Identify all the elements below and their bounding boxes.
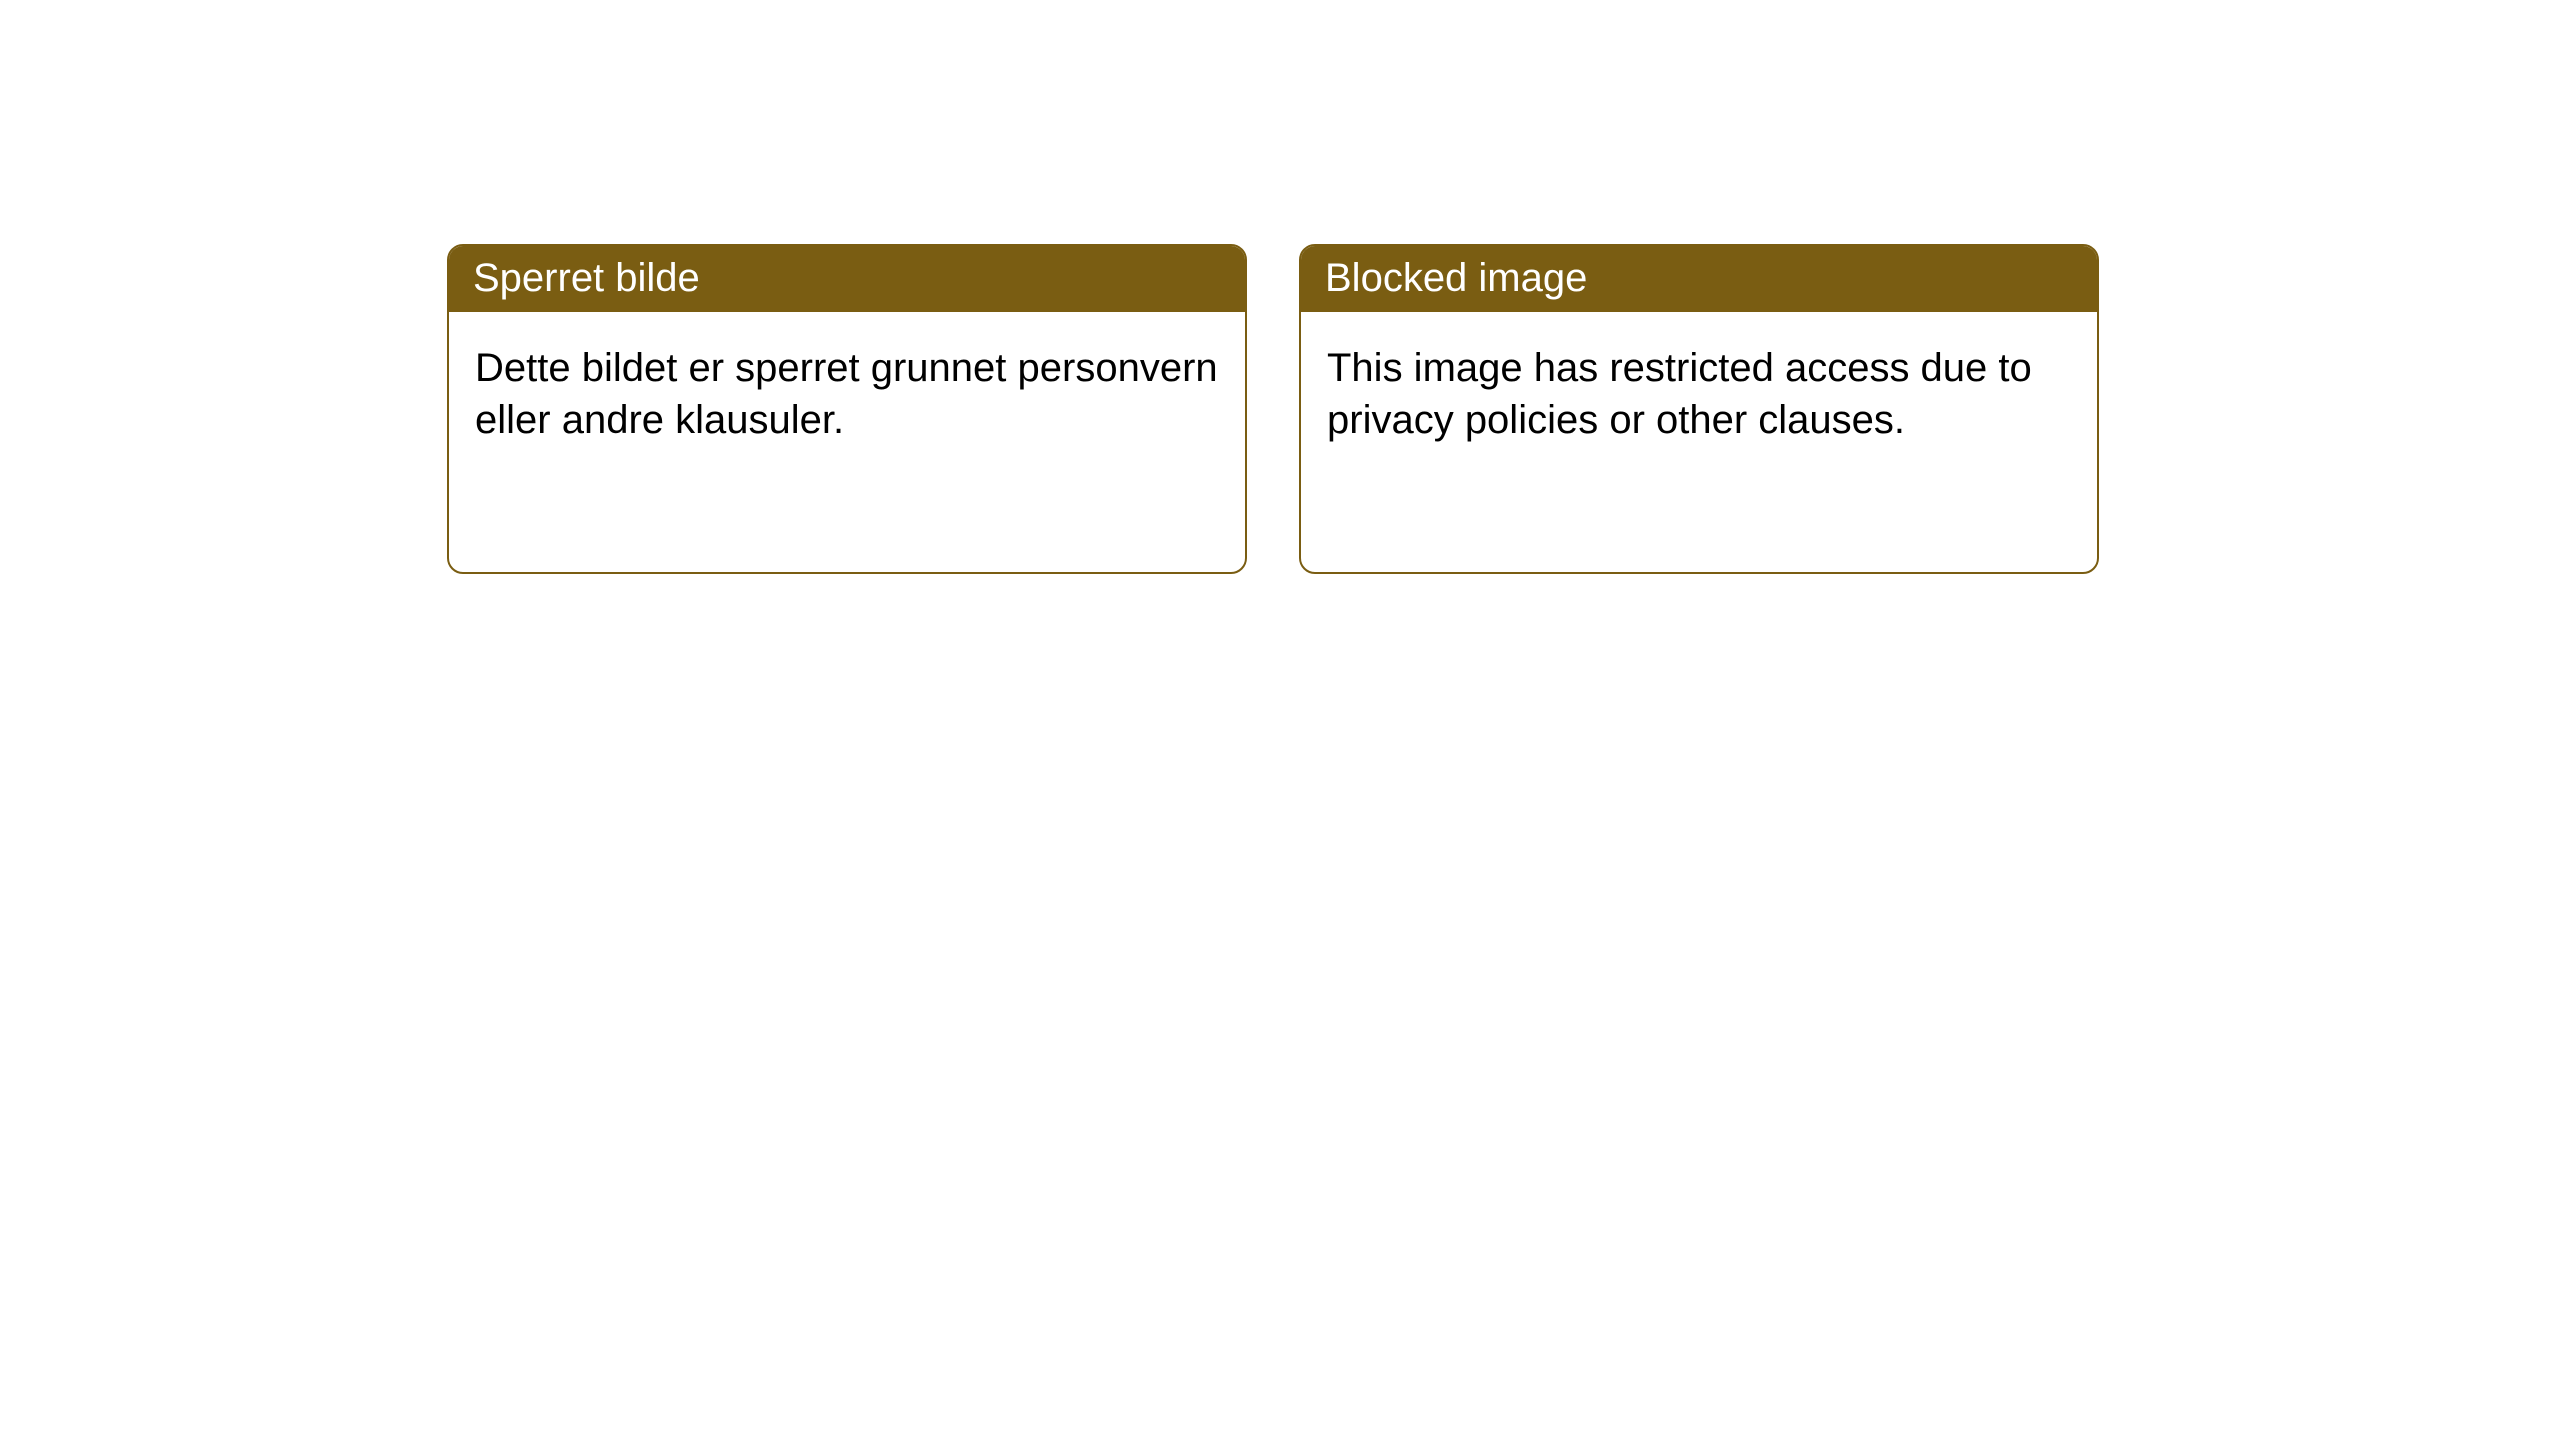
card-body-text: This image has restricted access due to … bbox=[1301, 312, 2097, 476]
notice-cards-container: Sperret bilde Dette bildet er sperret gr… bbox=[0, 0, 2560, 574]
card-body-text: Dette bildet er sperret grunnet personve… bbox=[449, 312, 1245, 476]
notice-card-norwegian: Sperret bilde Dette bildet er sperret gr… bbox=[447, 244, 1247, 574]
notice-card-english: Blocked image This image has restricted … bbox=[1299, 244, 2099, 574]
card-title: Sperret bilde bbox=[449, 246, 1245, 312]
card-title: Blocked image bbox=[1301, 246, 2097, 312]
